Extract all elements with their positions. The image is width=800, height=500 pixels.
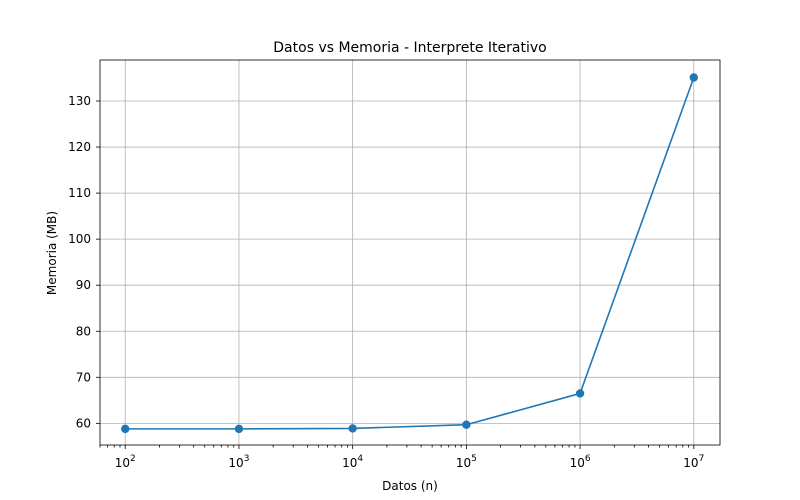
memory-series-line (125, 77, 695, 430)
y-axis-ticks: 60 70 80 90 100 110 120 130 (68, 94, 100, 430)
x-tick-label: 105 (456, 454, 477, 470)
y-tick-label: 130 (68, 94, 91, 108)
x-tick-base: 10 (228, 456, 243, 470)
data-point-marker (462, 420, 471, 429)
x-tick-exponent: 6 (585, 454, 591, 464)
x-tick-base: 10 (570, 456, 585, 470)
x-tick-base: 10 (115, 456, 130, 470)
x-tick-base: 10 (456, 456, 471, 470)
x-tick-label: 107 (683, 454, 704, 470)
x-tick-exponent: 7 (699, 454, 705, 464)
y-tick-label: 110 (68, 186, 91, 200)
y-tick-label: 90 (76, 278, 91, 292)
y-tick-label: 60 (76, 416, 91, 430)
chart-title: Datos vs Memoria - Interprete Iterativo (273, 40, 546, 56)
data-point-marker (121, 424, 130, 434)
x-tick-label: 104 (342, 454, 363, 470)
x-tick-exponent: 4 (357, 454, 363, 464)
plot-frame (99, 59, 721, 446)
data-point-marker (234, 424, 244, 434)
data-point-marker (689, 73, 698, 82)
data-point-marker (348, 424, 357, 433)
x-tick-label: 103 (228, 454, 249, 470)
x-tick-exponent: 5 (471, 454, 477, 464)
x-tick-exponent: 2 (130, 454, 136, 464)
x-axis-label: Datos (n) (382, 479, 438, 493)
y-axis-label: Memoria (MB) (45, 211, 59, 295)
data-point-marker (575, 389, 585, 398)
x-tick-base: 10 (342, 456, 357, 470)
x-tick-base: 10 (683, 456, 698, 470)
grid-layer (100, 60, 720, 445)
y-tick-label: 80 (76, 324, 91, 338)
series-layer (121, 73, 698, 434)
x-tick-label: 106 (570, 454, 591, 470)
y-tick-label: 70 (76, 370, 91, 384)
y-tick-label: 100 (68, 232, 91, 246)
x-axis-ticks: 102 103 104 105 106 107 (99, 445, 704, 470)
x-tick-label: 102 (115, 454, 136, 470)
x-tick-exponent: 3 (244, 454, 250, 464)
y-tick-label: 120 (68, 140, 91, 154)
